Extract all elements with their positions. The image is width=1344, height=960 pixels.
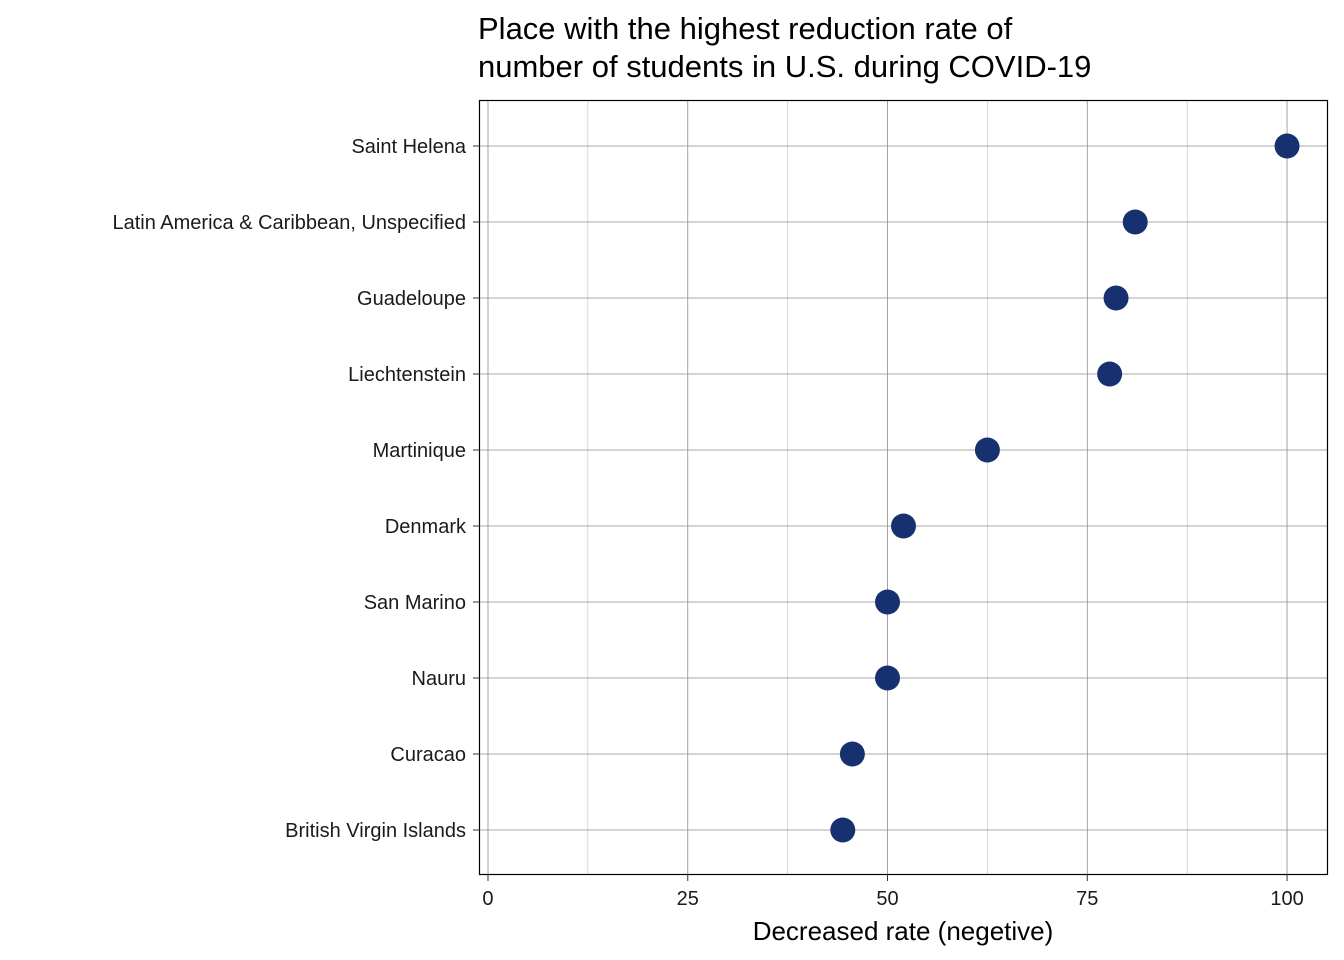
y-tick-label: Saint Helena bbox=[351, 136, 466, 158]
points-layer bbox=[830, 133, 1300, 843]
y-axis: Saint Helena Latin America & Caribbean, U… bbox=[112, 136, 480, 842]
data-point bbox=[875, 589, 901, 615]
data-point bbox=[1103, 285, 1129, 311]
y-tick-label: San Marino bbox=[364, 592, 466, 614]
x-axis-title: Decreased rate (negetive) bbox=[753, 916, 1054, 946]
y-tick-label: Liechtenstein bbox=[348, 364, 466, 386]
y-tick-label: Latin America & Caribbean, Unspecified bbox=[112, 212, 466, 234]
x-tick-label: 75 bbox=[1076, 888, 1098, 910]
y-tick-label: Denmark bbox=[385, 516, 467, 538]
data-point bbox=[974, 437, 1000, 463]
data-point bbox=[1274, 133, 1300, 159]
panel-border bbox=[478, 99, 1329, 876]
data-point bbox=[830, 817, 856, 843]
y-tick-label: British Virgin Islands bbox=[285, 820, 466, 842]
chart-title-line-2: number of students in U.S. during COVID-… bbox=[478, 49, 1092, 84]
y-tick-label: Guadeloupe bbox=[357, 288, 466, 310]
data-point bbox=[1122, 209, 1148, 235]
y-tick-label: Curacao bbox=[390, 744, 466, 766]
x-axis: 0 25 50 75 100 bbox=[482, 874, 1304, 910]
y-tick-label: Martinique bbox=[373, 440, 466, 462]
data-point bbox=[839, 741, 865, 767]
data-point bbox=[1097, 361, 1123, 387]
data-point bbox=[891, 513, 916, 539]
x-tick-label: 25 bbox=[677, 888, 699, 910]
x-tick-label: 0 bbox=[482, 888, 493, 910]
grid-layer bbox=[480, 101, 1327, 874]
data-point bbox=[875, 665, 901, 691]
chart-title-line-1: Place with the highest reduction rate of bbox=[478, 11, 1013, 46]
x-tick-label: 100 bbox=[1270, 888, 1303, 910]
x-tick-label: 50 bbox=[876, 888, 898, 910]
y-tick-label: Nauru bbox=[412, 668, 466, 690]
chart-title: Place with the highest reduction rate of… bbox=[478, 10, 1328, 86]
